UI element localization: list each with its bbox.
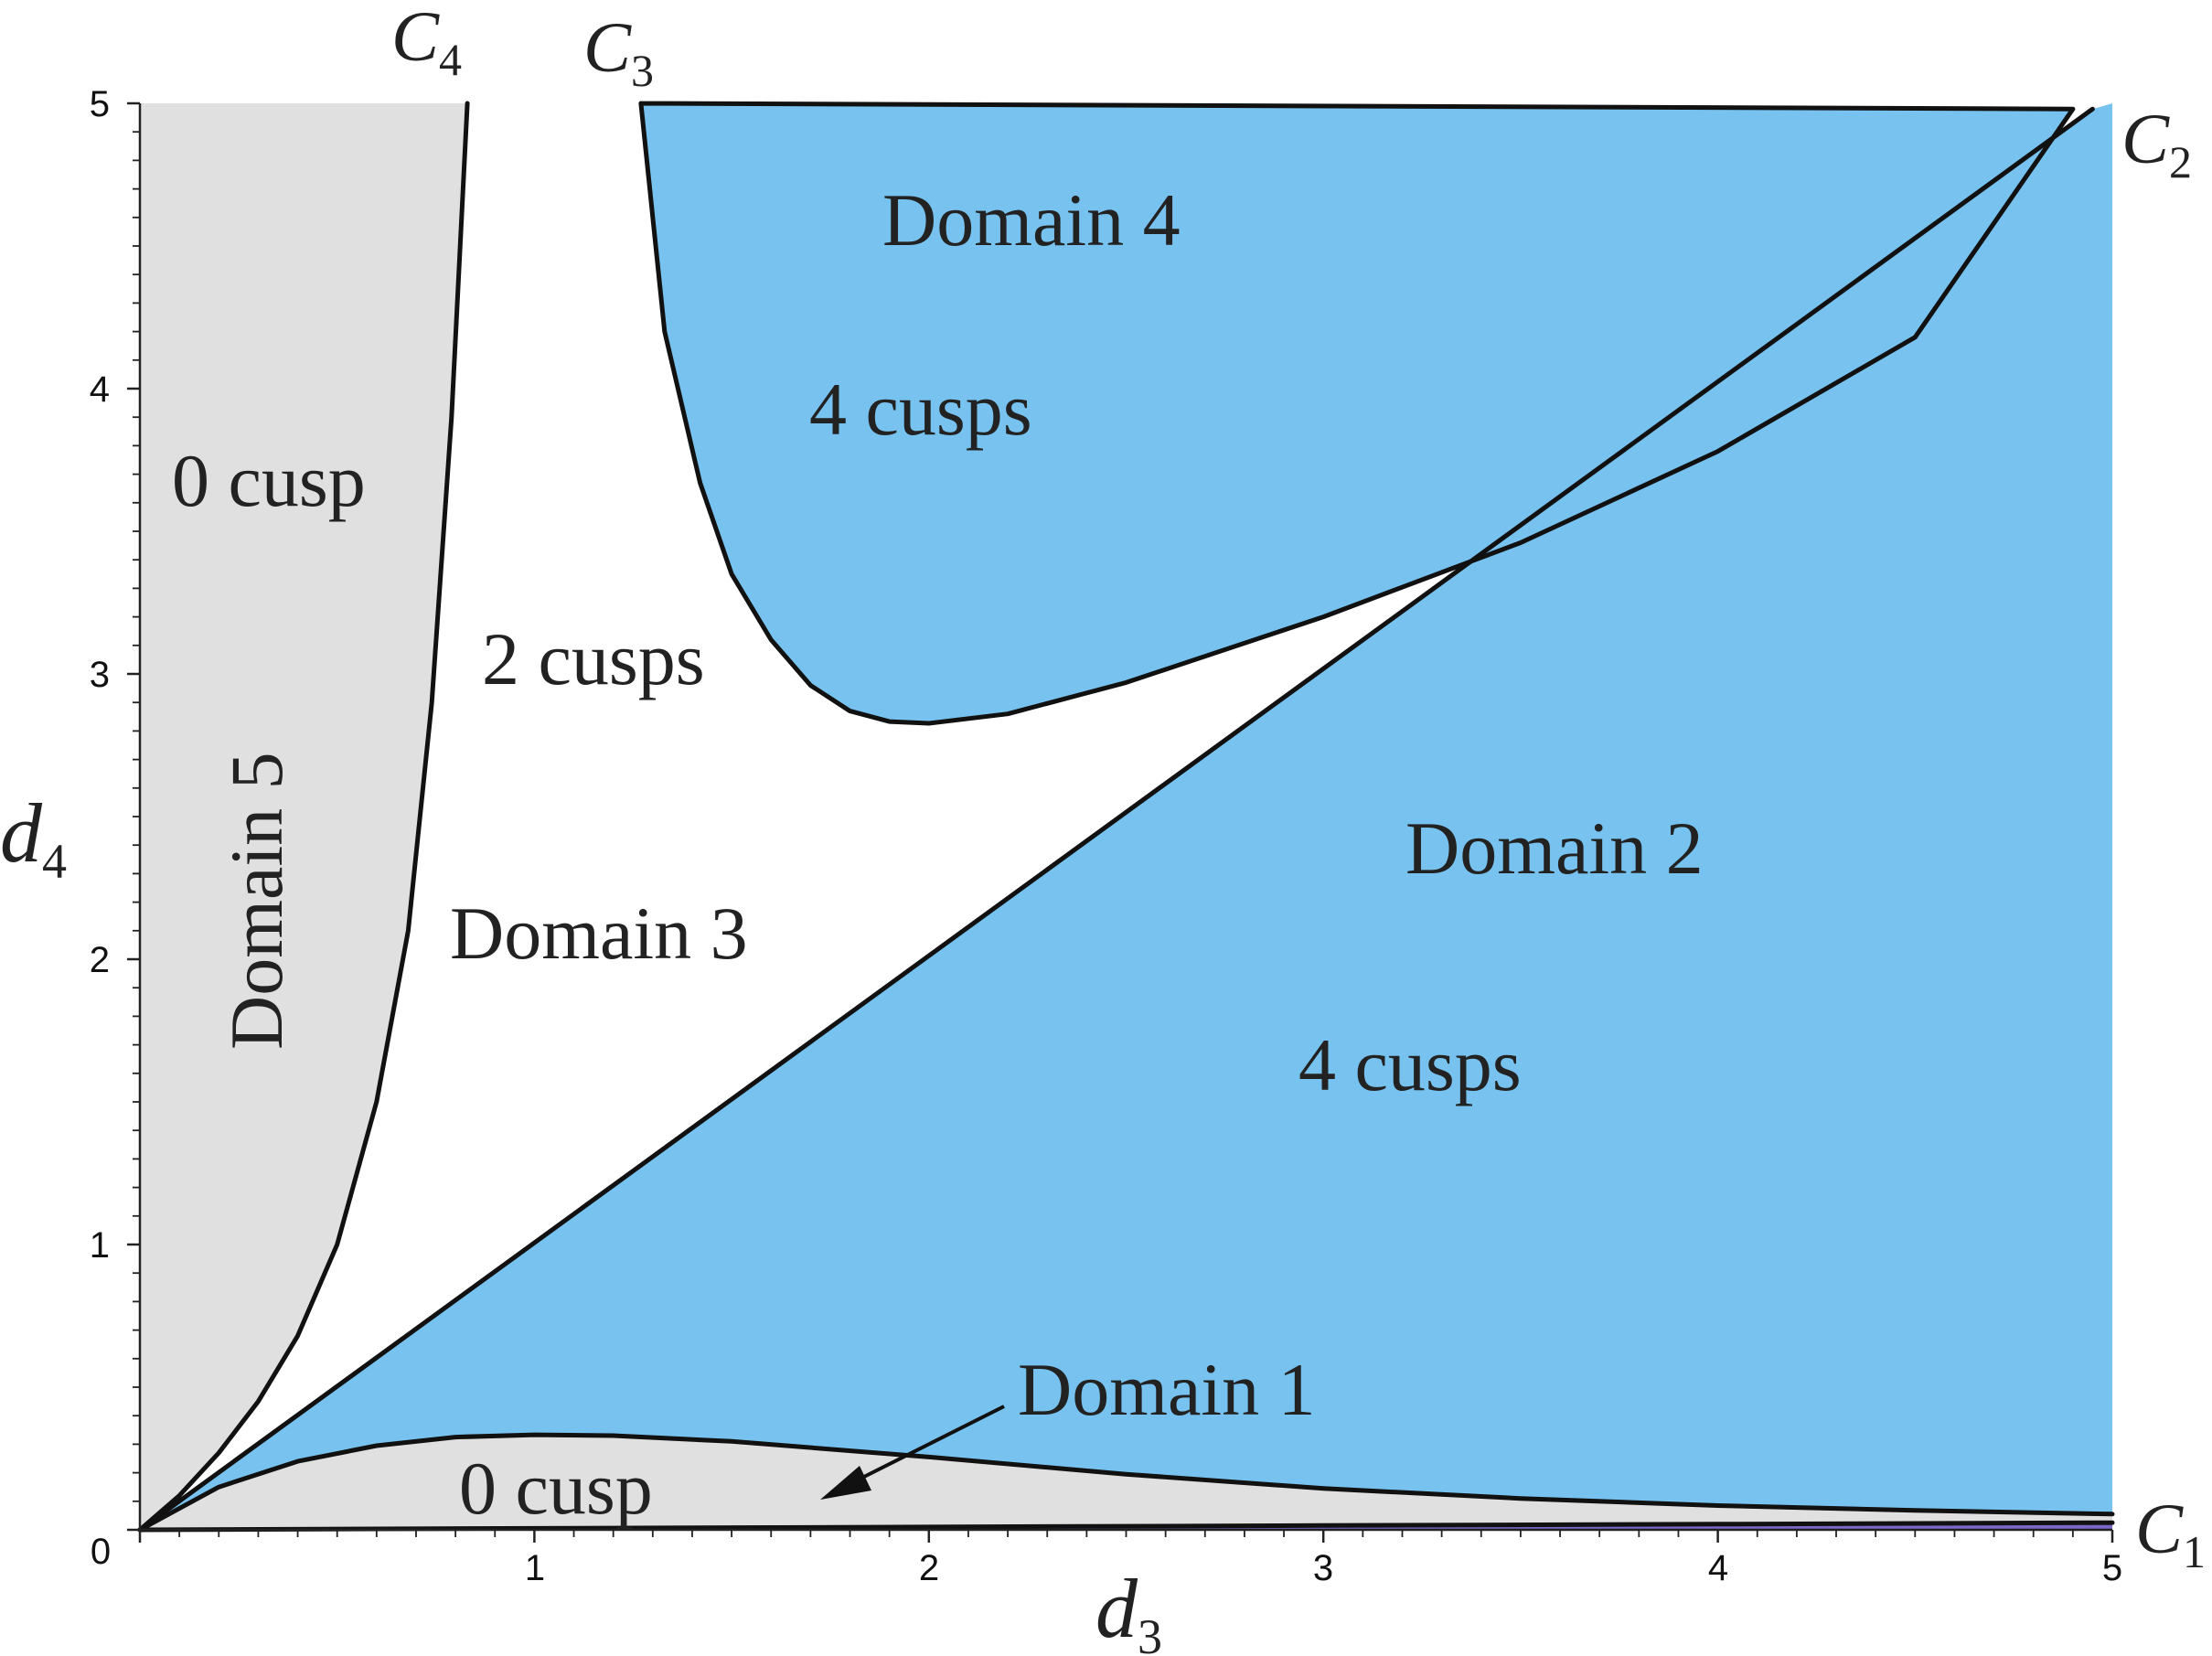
domain-1-label: Domain 1 — [1018, 1348, 1316, 1431]
y-tick-label-1: 1 — [90, 1225, 110, 1266]
curve-c2-label: C2 — [2121, 99, 2192, 187]
domain-2-label: Domain 2 — [1405, 807, 1704, 890]
domain-5-cusps-label: 0 cusp — [172, 439, 366, 522]
domain-4-label: Domain 4 — [882, 178, 1181, 262]
domain-5-label: Domain 5 — [215, 752, 298, 1050]
x-tick-label-0: 0 — [91, 1532, 111, 1572]
y-tick-label-3: 3 — [90, 655, 110, 695]
domain-1-cusps-label: 0 cusp — [459, 1447, 653, 1530]
curve-c4 — [137, 101, 470, 1533]
domain-4-region — [640, 103, 2073, 723]
curve-c3 — [638, 101, 2076, 726]
domain-1-pointer-arrow-line — [845, 1405, 1005, 1488]
y-tick-label-5: 5 — [90, 84, 110, 124]
domain-5-region — [140, 103, 468, 1530]
curve-c1 — [137, 1520, 2115, 1533]
y-tick-label-2: 2 — [90, 940, 110, 980]
x-tick-label-5: 5 — [2102, 1548, 2122, 1588]
domain-2-cusps-label: 4 cusps — [1298, 1023, 1522, 1106]
y-axis-title: d4 — [0, 786, 67, 889]
domain-1-pointer-arrowhead — [820, 1466, 871, 1500]
curve-domain-1-boundary — [137, 1432, 2115, 1533]
x-tick-label-3: 3 — [1313, 1548, 1333, 1588]
curve-c1-label: C1 — [2135, 1489, 2206, 1577]
domain-1-region — [140, 1435, 2112, 1530]
y-tick-label-4: 4 — [90, 369, 110, 410]
x-axis-title: d3 — [1095, 1562, 1162, 1656]
curve-c4-label: C4 — [391, 0, 462, 85]
domain-3-label: Domain 3 — [450, 892, 748, 975]
x-tick-label-1: 1 — [525, 1548, 545, 1588]
x-tick-label-2: 2 — [919, 1548, 939, 1588]
domain-4-cusps-label: 4 cusps — [809, 368, 1032, 451]
domain-3-cusps-label: 2 cusps — [482, 617, 705, 700]
curve-c2 — [137, 106, 2095, 1533]
curve-c3-label: C3 — [583, 7, 654, 96]
x-tick-label-4: 4 — [1708, 1548, 1728, 1588]
axis-ticks — [127, 101, 2114, 1543]
